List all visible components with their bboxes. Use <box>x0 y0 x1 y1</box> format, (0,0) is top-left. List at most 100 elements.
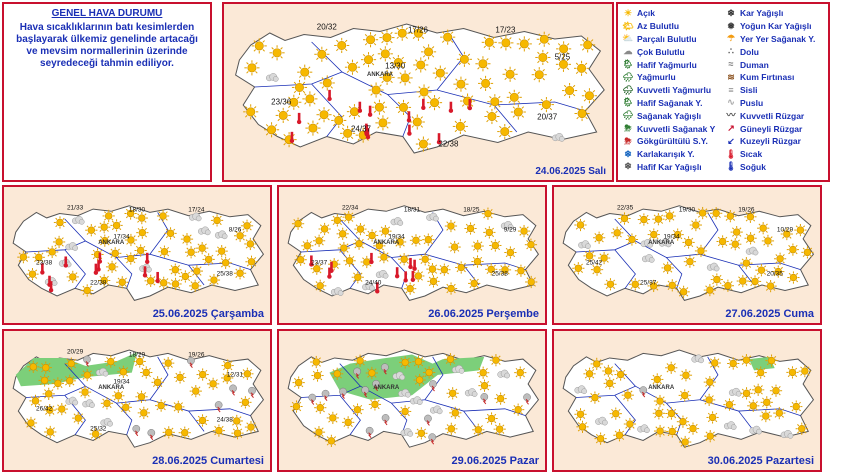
cloudy-icon <box>71 215 85 225</box>
sun-icon <box>512 403 525 416</box>
sun-icon <box>44 425 57 439</box>
sun-icon <box>455 261 468 274</box>
sun-icon <box>365 366 378 380</box>
sun-icon <box>26 268 39 281</box>
sun-icon <box>703 375 716 389</box>
sun-icon <box>116 276 129 289</box>
forecast-map-day-6: ANKARA 30.06.2025 Pazartesi <box>552 329 822 472</box>
sun-icon <box>398 405 412 418</box>
cloudy-icon <box>464 388 478 397</box>
temperature-label: 17/26 <box>407 25 429 35</box>
sun-icon <box>314 279 327 292</box>
hot-thermometer-icon <box>155 271 160 284</box>
sun-icon <box>27 360 40 373</box>
sun-icon <box>189 279 202 292</box>
sun-icon <box>207 273 221 287</box>
sun-icon <box>404 282 417 295</box>
legend-label: Soğuk <box>740 161 766 172</box>
hot-thermometer-icon <box>369 252 374 265</box>
sun-icon <box>244 60 260 76</box>
hot-thermometer-icon: 🌡 <box>725 148 737 159</box>
legend-item: ❄ Kar Yağışlı <box>725 7 826 20</box>
legend-label: Yer Yer Sağanak Y. <box>740 33 816 44</box>
thunderstorm-icon <box>187 356 195 369</box>
temperature-label: 20/37 <box>537 112 558 122</box>
sun-icon <box>555 56 572 72</box>
sun-icon <box>368 82 384 98</box>
sun-icon <box>419 253 432 266</box>
legend-label: Sağanak Yağışlı <box>637 110 702 121</box>
hot-thermometer-icon <box>309 255 314 267</box>
forecast-map-day-1: ANKARA 21/33 18/30 17/24 17/34 8/26 23/38 22/38… <box>2 185 272 325</box>
hot-thermometer-icon <box>327 267 332 279</box>
hot-thermometer-icon <box>394 267 400 279</box>
hot-thermometer-icon <box>327 89 332 102</box>
legend-label: Dolu <box>740 46 759 57</box>
sun-icon <box>618 212 631 225</box>
hot-thermometer-icon <box>93 263 99 275</box>
legend-item: ❅ Yoğun Kar Yağışlı <box>725 20 826 33</box>
temperature-label: 19/30 <box>678 206 696 214</box>
sun-icon <box>730 225 743 239</box>
sun-icon <box>351 403 364 416</box>
hot-thermometer-icon <box>403 271 408 283</box>
sun-icon <box>471 239 484 253</box>
sun-icon <box>379 69 395 85</box>
sun-icon <box>136 226 149 239</box>
legend-label: Kuvvetli Sağanak Y <box>637 123 716 134</box>
sun-icon <box>368 398 382 411</box>
sun-icon <box>535 49 551 66</box>
sun-icon <box>210 214 224 227</box>
sun-icon <box>525 275 538 289</box>
sun-icon <box>653 394 667 408</box>
snow-icon: ❄ <box>727 7 735 18</box>
sun-icon <box>415 136 431 152</box>
sun-icon <box>489 354 503 367</box>
sun-icon <box>318 222 331 236</box>
legend-item: 🌧 Yağmurlu <box>622 71 723 84</box>
sun-icon <box>736 274 749 288</box>
region-border <box>116 402 133 435</box>
sun-icon <box>647 228 660 241</box>
heavy-snow-icon: ❅ <box>727 20 735 31</box>
cold-thermometer-icon: 🌡 <box>725 161 737 172</box>
sun-icon <box>157 276 170 289</box>
cloudy-icon <box>728 387 742 397</box>
sun-icon <box>233 229 247 242</box>
sun-icon <box>787 271 800 284</box>
thunderstorm-icon <box>429 380 437 392</box>
sun-icon <box>795 422 808 435</box>
sun-icon <box>471 255 484 268</box>
sun-icon <box>413 57 429 73</box>
sun-icon <box>63 374 76 387</box>
sun-icon <box>336 227 349 240</box>
legend-item: ↗ Güneyli Rüzgar <box>725 122 826 135</box>
sun-icon <box>444 219 458 233</box>
sun-icon <box>312 234 326 247</box>
sun-icon <box>196 242 209 255</box>
sun-icon <box>325 434 338 447</box>
temperature-label: 22/38 <box>90 279 107 287</box>
sun-icon <box>297 64 313 80</box>
summary-text: Hava sıcaklıklarının batı kesimlerden ba… <box>16 22 198 69</box>
sun-icon <box>301 239 314 252</box>
city-label-ankara: ANKARA <box>648 385 675 392</box>
forecast-date: 29.06.2025 Pazar <box>451 455 539 467</box>
hot-thermometer-icon <box>97 252 103 264</box>
sun-icon <box>769 384 783 397</box>
sun-icon <box>727 357 740 370</box>
sun-icon <box>452 118 468 134</box>
sun-icon <box>574 60 590 76</box>
sun-icon <box>212 424 226 437</box>
temperature-label: 25/38 <box>216 270 233 278</box>
sun-icon <box>421 44 437 60</box>
region-border <box>576 218 637 253</box>
sun-icon <box>416 84 432 100</box>
sun-icon <box>352 237 366 250</box>
region-border <box>424 253 526 270</box>
sun-icon <box>331 112 347 128</box>
sun-icon <box>311 369 324 382</box>
sun-icon <box>665 361 678 374</box>
thunderstorm-icon <box>339 387 347 399</box>
sun-icon <box>305 120 321 136</box>
